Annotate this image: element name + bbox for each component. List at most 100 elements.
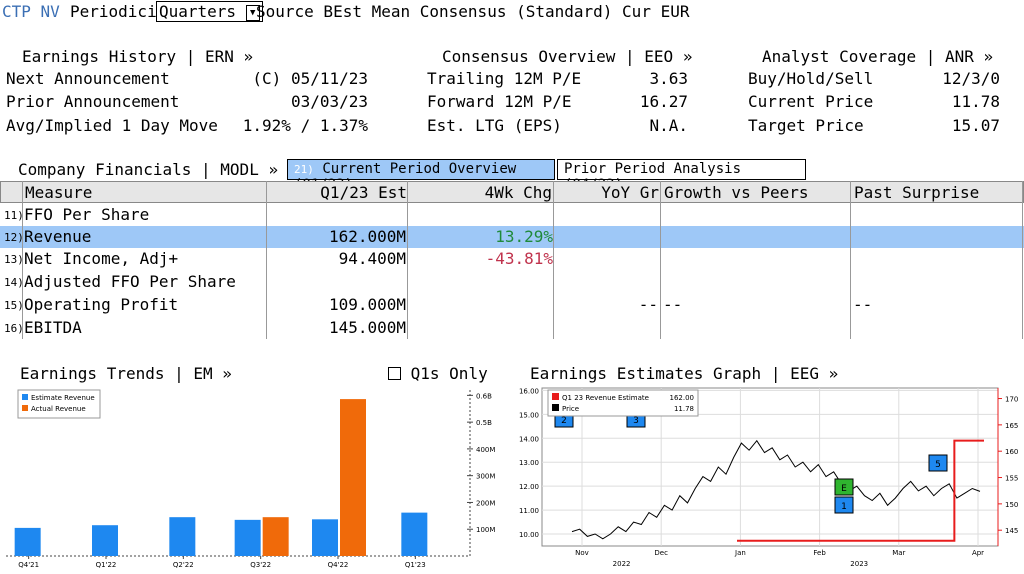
measure-cell: Operating Profit — [24, 295, 179, 314]
y-tick-label: 100M — [476, 526, 495, 534]
est-ltg-value: N.A. — [649, 116, 688, 135]
price-line — [571, 439, 981, 540]
col-yoy-gr[interactable]: YoY Gr — [601, 183, 659, 202]
company-financials-link[interactable]: Company Financials | MODL » — [18, 160, 279, 179]
row-number: 12) — [4, 231, 24, 244]
actual-bar — [340, 399, 366, 556]
table-row[interactable]: 16) EBITDA 145.000M — [0, 317, 1024, 339]
measure-cell: EBITDA — [24, 318, 82, 337]
est-cell: 145.000M — [328, 318, 406, 337]
current-price-label: Current Price — [748, 92, 874, 111]
column-divider — [407, 181, 408, 339]
legend-swatch-price — [552, 404, 559, 411]
estimate-bar — [312, 519, 338, 556]
right-tick-label: 165 — [1005, 422, 1018, 430]
q1s-only-toggle[interactable]: Q1s Only — [388, 364, 488, 383]
x-tick-label: Q4'22 — [328, 561, 349, 569]
chevron-down-icon: ▼ — [245, 4, 260, 21]
column-divider — [553, 181, 554, 339]
col-4wk-chg[interactable]: 4Wk Chg — [484, 183, 552, 202]
forward-pe-label: Forward 12M P/E — [427, 92, 572, 111]
tab-current-number: 21) — [294, 163, 314, 176]
est-ltg-label: Est. LTG (EPS) — [427, 116, 562, 135]
est-cell: 162.000M — [328, 227, 406, 246]
event-marker-label: 1 — [841, 502, 847, 512]
table-row[interactable]: 15) Operating Profit 109.000M -- -- -- — [0, 294, 1024, 316]
legend-swatch-estimate — [552, 393, 559, 400]
forward-pe-value: 16.27 — [639, 92, 688, 111]
col-past-surprise[interactable]: Past Surprise — [854, 183, 980, 202]
consensus-overview-link[interactable]: Consensus Overview | EEO » — [442, 47, 693, 66]
left-tick-label: 10.00 — [519, 531, 539, 539]
right-tick-label: 155 — [1005, 475, 1018, 483]
y-tick-label: 400M — [476, 446, 495, 454]
periodicity-dropdown[interactable]: Quarters ▼ — [156, 1, 263, 22]
event-marker — [834, 496, 854, 514]
event-marker-label: E — [841, 484, 847, 494]
periodicity-value: Quarters — [159, 2, 237, 21]
trailing-pe-value: 3.63 — [649, 69, 688, 88]
next-announcement-value: (C) 05/11/23 — [252, 69, 368, 88]
analyst-coverage-link[interactable]: Analyst Coverage | ANR » — [762, 47, 994, 66]
left-tick-label: 16.00 — [519, 387, 539, 395]
table-row[interactable]: 11) FFO Per Share — [0, 204, 1024, 226]
measure-cell: FFO Per Share — [24, 205, 150, 224]
earnings-trends-link[interactable]: Earnings Trends | EM » — [20, 364, 232, 383]
row-number: 11) — [4, 209, 24, 222]
x-tick-label: Jan — [734, 549, 746, 557]
table-header: Measure Q1/23 Est 4Wk Chg YoY Gr Growth … — [0, 181, 1024, 203]
tab-current-period[interactable]: 21) Current Period Overview (Q1/23) — [287, 159, 555, 193]
column-divider — [266, 181, 267, 339]
event-marker-label: 5 — [935, 460, 941, 470]
event-marker — [928, 454, 948, 472]
earnings-estimates-chart: 10.0011.0012.0013.0014.0015.0016.0014515… — [519, 387, 1018, 568]
surprise-cell: -- — [853, 295, 873, 314]
y-tick-label: 300M — [476, 473, 495, 481]
ticker-label: CTP NV — [2, 2, 60, 21]
estimate-bar — [92, 525, 118, 556]
table-row[interactable]: 13) Net Income, Adj+ 94.400M -43.81% — [0, 248, 1024, 270]
event-marker-label: 3 — [633, 416, 639, 426]
column-divider — [660, 181, 661, 339]
chg-cell: 13.29% — [495, 227, 553, 246]
earnings-history-link[interactable]: Earnings History | ERN » — [22, 47, 254, 66]
periodicity-label: Periodicity — [70, 2, 176, 21]
buy-hold-sell-label: Buy/Hold/Sell — [748, 69, 874, 88]
estimate-bar — [401, 512, 428, 556]
est-cell: 94.400M — [338, 249, 406, 268]
left-tick-label: 15.00 — [519, 411, 539, 419]
x-tick-label: Dec — [654, 549, 668, 557]
y-tick-label: 200M — [476, 499, 495, 507]
x-tick-label: Q3'22 — [250, 561, 271, 569]
estimate-bar — [14, 527, 41, 556]
earnings-trends-chart: 100M 200M 300M 400M 0.5B 0.6B Q4'21 Q1'22 Q2'22 Q… — [6, 389, 495, 569]
trailing-pe-label: Trailing 12M P/E — [427, 69, 582, 88]
table-row[interactable]: 12) Revenue 162.000M 13.29% — [0, 226, 1024, 248]
col-est[interactable]: Q1/23 Est — [320, 183, 407, 202]
right-tick-label: 170 — [1005, 396, 1018, 404]
col-measure[interactable]: Measure — [25, 183, 93, 202]
legend-value-price: 11.78 — [674, 405, 694, 413]
next-announcement-label: Next Announcement — [6, 69, 170, 88]
left-tick-label: 14.00 — [519, 435, 539, 443]
legend-label-estimate: Estimate Revenue — [31, 394, 95, 402]
measure-cell: Net Income, Adj+ — [24, 249, 179, 268]
x-year-label: 2023 — [850, 560, 868, 568]
column-divider — [22, 181, 23, 339]
buy-hold-sell-value: 12/3/0 — [942, 69, 1000, 88]
q1s-only-checkbox[interactable] — [388, 367, 401, 380]
right-tick-label: 145 — [1005, 527, 1018, 535]
tab-prior-period[interactable]: Prior Period Analysis (Q4/22) — [557, 159, 806, 193]
estimate-bar — [234, 519, 261, 556]
prior-announcement-label: Prior Announcement — [6, 92, 180, 111]
row-number: 15) — [4, 299, 24, 312]
earnings-estimates-graph-link[interactable]: Earnings Estimates Graph | EEG » — [530, 364, 839, 383]
legend-box — [547, 389, 699, 417]
target-price-label: Target Price — [748, 116, 864, 135]
row-number: 13) — [4, 253, 24, 266]
actual-bar — [262, 517, 289, 556]
row-number: 14) — [4, 276, 24, 289]
col-growth-vs-peers[interactable]: Growth vs Peers — [664, 183, 809, 202]
left-tick-label: 12.00 — [519, 483, 539, 491]
table-row[interactable]: 14) Adjusted FFO Per Share — [0, 271, 1024, 293]
